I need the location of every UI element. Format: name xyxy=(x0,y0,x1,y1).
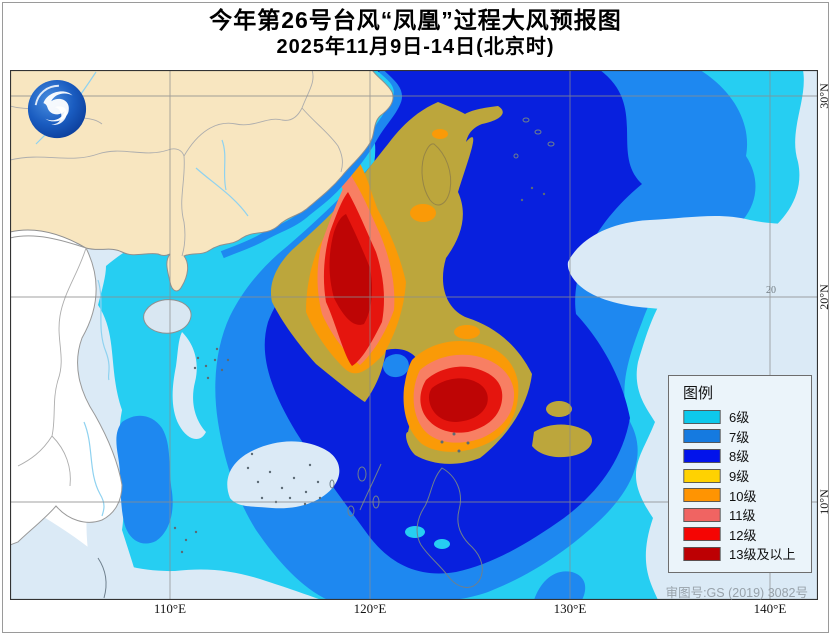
legend-label-8: 8级 xyxy=(729,449,750,465)
pale-inner-patches xyxy=(10,215,818,600)
legend-swatch-6 xyxy=(683,409,721,424)
legend-swatch-12 xyxy=(683,527,721,542)
legend-title: 图例 xyxy=(683,385,714,402)
legend-label-9: 9级 xyxy=(729,469,750,485)
legend-row-8: 8级 xyxy=(683,446,811,466)
legend-label-11: 11级 xyxy=(729,508,756,524)
legend-row-9: 9级 xyxy=(683,466,811,486)
lat-label-30n: 30°N xyxy=(817,83,831,109)
coastal-grade7-strip xyxy=(220,70,402,259)
legend-row-13: 13级及以上 xyxy=(683,544,811,564)
map-canvas xyxy=(10,70,818,600)
inline-lat-20-label: 20 xyxy=(766,285,776,296)
lon-label-140e: 140°E xyxy=(753,601,787,616)
legend-label-13: 13级及以上 xyxy=(729,547,796,563)
map-title: 今年第26号台风“凤凰”过程大风预报图 xyxy=(209,7,622,33)
cyan-inner-patches xyxy=(405,526,450,549)
legend-row-12: 12级 xyxy=(683,525,811,545)
island-hainan xyxy=(143,299,192,334)
legend-panel: 图例 6级 7级 8级 9级 10级 11级 12级 xyxy=(668,375,812,573)
legend-label-12: 12级 xyxy=(729,527,757,543)
map-approval-number: 审图号:GS (2019) 3082号 xyxy=(665,586,808,600)
legend-swatch-11 xyxy=(683,507,721,522)
legend-swatch-8 xyxy=(683,448,721,463)
lat-label-20n: 20°N xyxy=(817,284,831,310)
legend-label-7: 7级 xyxy=(729,429,750,445)
island-outlines xyxy=(97,117,555,599)
land-vietnam xyxy=(10,235,123,546)
map-subtitle-date: 2025年11月9日-14日(北京时) xyxy=(276,36,555,58)
islet-dots xyxy=(173,186,546,554)
lon-label-110e: 110°E xyxy=(153,601,187,616)
legend-label-10: 10级 xyxy=(729,488,757,504)
legend-swatch-10 xyxy=(683,488,721,503)
title-block: 今年第26号台风“凤凰”过程大风预报图 2025年11月9日-14日(北京时) xyxy=(0,6,831,60)
legend-row-10: 10级 xyxy=(683,485,811,505)
legend-label-6: 6级 xyxy=(729,410,750,426)
cma-logo xyxy=(27,79,87,139)
grade7-inner-patches xyxy=(116,354,586,600)
legend-row-7: 7级 xyxy=(683,427,811,447)
lon-label-120e: 120°E xyxy=(353,601,387,616)
legend-swatch-13 xyxy=(683,546,721,561)
legend-swatch-9 xyxy=(683,468,721,483)
map-border xyxy=(10,70,818,600)
island-taiwan-outline xyxy=(421,143,452,206)
legend-row-6: 6级 xyxy=(683,407,811,427)
lon-label-130e: 130°E xyxy=(553,601,587,616)
legend-swatch-7 xyxy=(683,429,721,444)
land-china xyxy=(10,70,394,292)
lat-label-10n: 10°N xyxy=(817,489,831,515)
legend-row-11: 11级 xyxy=(683,505,811,525)
wind-forecast-map xyxy=(10,70,818,600)
